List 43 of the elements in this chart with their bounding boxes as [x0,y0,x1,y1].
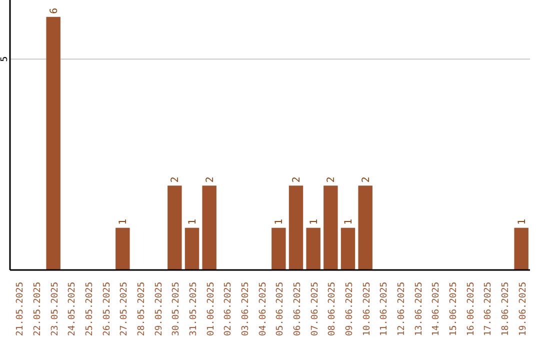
x-tick-label: 18.06.2025 [501,282,511,336]
x-tick-label: 08.06.2025 [328,282,338,336]
x-tick-label: 01.06.2025 [206,282,216,336]
x-tick-label: 24.05.2025 [68,282,78,336]
data-label: 1 [344,218,354,225]
x-tick-label: 07.06.2025 [310,282,320,336]
data-label: 6 [48,8,60,14]
data-label: 1 [516,218,528,225]
data-label: 1 [274,218,286,225]
x-tick-label: 23.05.2025 [50,282,60,336]
x-tick-label: 29.05.2025 [154,282,164,336]
x-tick-label: 14.06.2025 [432,282,442,336]
data-label: 2 [170,176,182,183]
data-label: 2 [360,176,372,183]
data-label: 2 [326,176,338,183]
x-tick-label: 03.06.2025 [241,282,251,336]
x-tick-label: 22.05.2025 [33,282,43,336]
data-label: 2 [204,176,216,183]
x-tick-label: 02.06.2025 [224,282,234,336]
x-tick-label: 27.05.2025 [120,282,130,336]
x-tick-label: 30.05.2025 [172,282,182,336]
x-tick-label: 25.05.2025 [85,282,95,336]
x-tick-label: 13.06.2025 [414,282,424,336]
data-label: 1 [118,218,130,225]
x-tick-label: 12.06.2025 [397,282,407,336]
x-tick-label: 10.06.2025 [362,282,372,336]
x-tick-label: 28.05.2025 [137,282,147,336]
y-tick-label: 5 [0,56,10,62]
x-tick-label: 11.06.2025 [380,282,390,336]
x-tick-label: 21.05.2025 [16,282,26,336]
x-tick-label: 26.05.2025 [102,282,112,336]
x-tick-label: 15.06.2025 [449,282,459,336]
x-tick-label: 06.06.2025 [293,282,303,336]
x-tick-label: 04.06.2025 [258,282,268,336]
x-tick-label: 05.06.2025 [276,282,286,336]
x-tick-label: 31.05.2025 [189,282,199,336]
x-tick-label: 16.06.2025 [466,282,476,336]
x-tick-label: 19.06.2025 [518,282,528,336]
x-tick-label: 17.06.2025 [484,282,494,336]
data-label: 1 [308,218,320,225]
data-label: 1 [188,218,198,225]
x-tick-label: 09.06.2025 [345,282,355,336]
data-label: 2 [292,176,302,183]
